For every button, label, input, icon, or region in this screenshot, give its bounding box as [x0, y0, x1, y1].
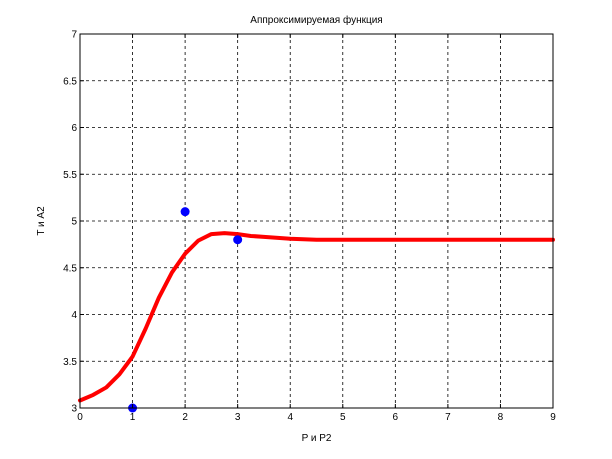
x-tick-label: 9 [550, 412, 556, 423]
x-tick-label: 1 [130, 412, 136, 423]
y-tick-label: 7 [71, 30, 77, 41]
y-tick-label: 6.5 [63, 76, 77, 87]
y-tick-label: 4 [71, 310, 77, 321]
data-point [233, 235, 243, 245]
x-tick-label: 4 [287, 412, 293, 423]
y-tick-label: 4.5 [63, 263, 77, 274]
red-fitted-curve [78, 231, 555, 403]
y-tick-label: 5 [71, 217, 77, 228]
y-tick-label: 3.5 [63, 357, 77, 368]
x-tick-label: 8 [498, 412, 504, 423]
grid [80, 34, 553, 408]
x-tick-label: 0 [77, 412, 83, 423]
y-tick-label: 5.5 [63, 170, 77, 181]
y-tick-label: 6 [71, 123, 77, 134]
y-tick-label: 3 [71, 404, 77, 415]
chart-title: Аппроксимируемая функция [250, 14, 382, 26]
series-layer [78, 207, 555, 413]
x-tick-label: 6 [393, 412, 399, 423]
x-tick-label: 5 [340, 412, 346, 423]
data-point [180, 207, 190, 217]
y-axis-label: T и A2 [36, 206, 47, 236]
x-axis-label: P и P2 [302, 433, 332, 444]
ticks: 0 1 2 3 4 5 6 7 8 9 3 3.5 4 4.5 5 5.5 6 6.5 7 [63, 30, 556, 424]
x-tick-label: 2 [182, 412, 188, 423]
x-tick-label: 7 [445, 412, 451, 423]
x-tick-label: 3 [235, 412, 241, 423]
